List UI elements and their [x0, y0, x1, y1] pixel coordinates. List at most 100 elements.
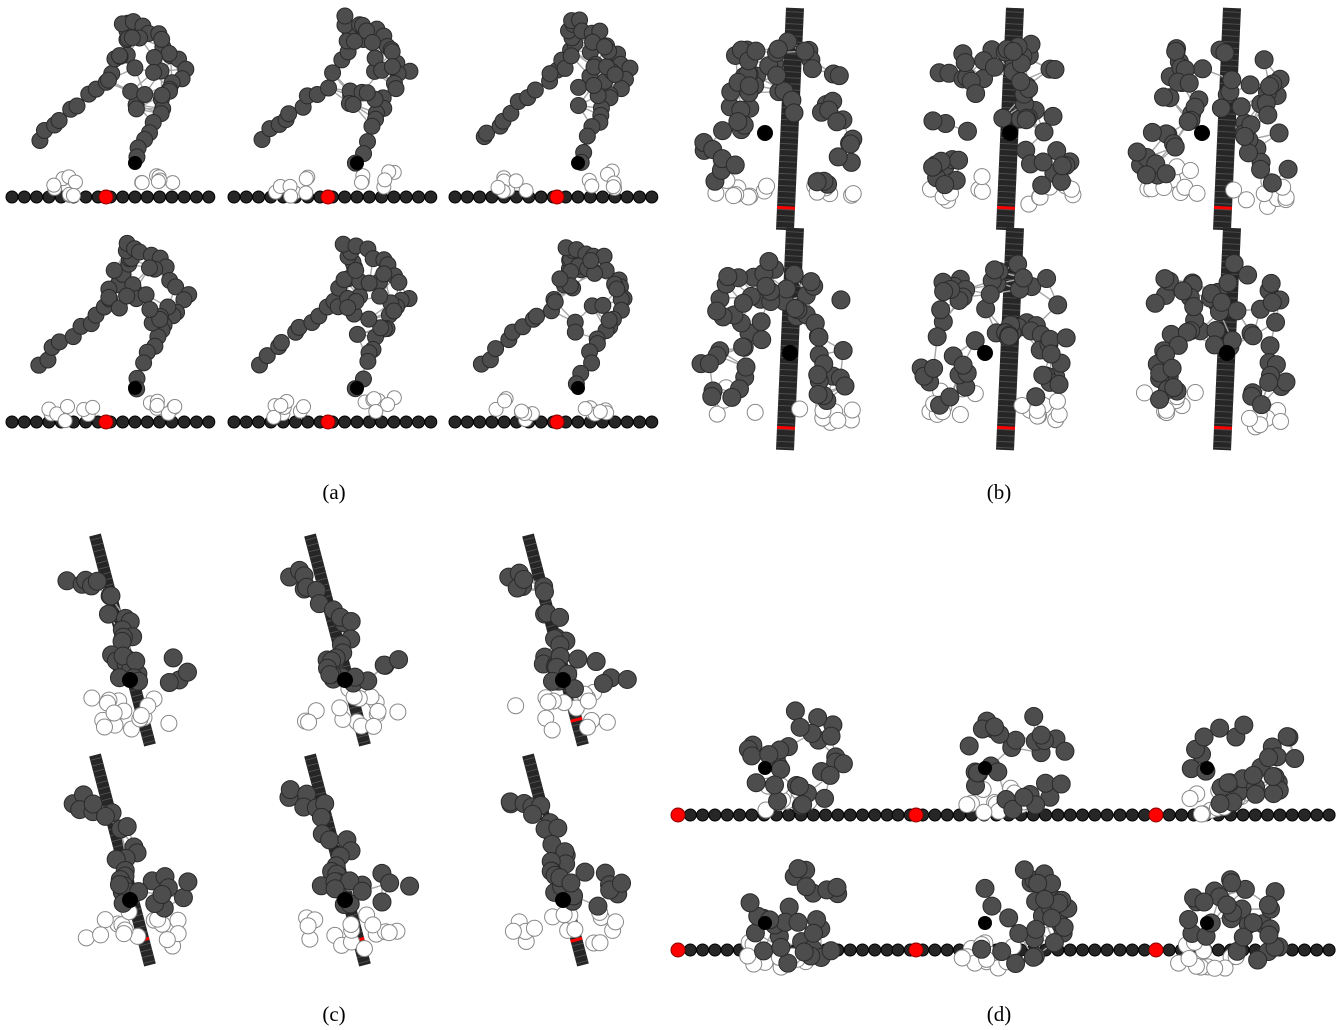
protein-bead — [965, 331, 985, 351]
dna-bead — [399, 415, 413, 429]
protein-bead — [341, 611, 361, 631]
protein-bead — [923, 157, 943, 177]
snapshot-d — [670, 859, 894, 976]
dna-bead — [17, 415, 31, 429]
dna-bead — [350, 415, 364, 429]
protein-bead — [740, 893, 760, 913]
black-bead — [758, 761, 772, 775]
dna-groove — [309, 554, 322, 559]
protein-bead — [1243, 326, 1263, 346]
protein-bead — [568, 649, 588, 669]
protein-bead — [707, 301, 727, 321]
protein-bead — [325, 879, 345, 899]
protein-bead — [746, 773, 766, 793]
protein-bead — [617, 669, 637, 689]
protein-bead — [778, 953, 798, 973]
protein-bead — [371, 287, 389, 305]
protein-bead — [993, 108, 1013, 128]
snapshot-b — [694, 7, 863, 231]
white-bead — [296, 399, 312, 415]
dna-groove — [309, 774, 322, 779]
dna-groove — [140, 728, 153, 733]
dna-groove — [777, 417, 796, 419]
protein-bead — [541, 65, 559, 83]
dna-bead — [940, 808, 954, 822]
protein-bead — [345, 32, 363, 50]
dna-bead — [645, 415, 659, 429]
protein-bead — [718, 267, 738, 287]
dna-bead — [596, 190, 610, 204]
snapshot-b — [921, 7, 1082, 231]
dna-bead — [128, 415, 142, 429]
dna-bead — [868, 943, 882, 957]
dna-groove — [999, 381, 1018, 383]
dna-groove — [776, 214, 795, 217]
protein-bead — [1014, 787, 1034, 807]
white-bead — [508, 173, 524, 189]
white-bead — [1225, 181, 1243, 199]
dna-bead — [880, 808, 894, 822]
dna-groove — [1222, 23, 1241, 25]
dna-bead — [891, 943, 905, 957]
protein-bead — [827, 112, 847, 132]
protein-bead — [1024, 707, 1044, 727]
dna-groove — [996, 434, 1015, 437]
protein-bead — [1285, 749, 1305, 769]
protein-bead — [840, 134, 860, 154]
dna-groove — [1216, 143, 1235, 145]
protein-bead — [949, 150, 969, 170]
dna-groove — [776, 428, 795, 431]
protein-bead — [1142, 122, 1162, 142]
protein-bead — [383, 43, 401, 61]
dna-groove — [997, 411, 1016, 413]
protein-bead — [777, 279, 797, 299]
dna-groove — [576, 740, 589, 744]
protein-bead — [802, 59, 822, 79]
protein-bead — [699, 354, 719, 374]
dna-bead — [1285, 808, 1299, 822]
dna-groove — [143, 740, 156, 744]
protein-bead — [733, 293, 753, 313]
protein-bead — [1013, 268, 1033, 288]
dna-bead — [1051, 808, 1065, 822]
dna-marker — [1213, 425, 1233, 430]
protein-bead — [141, 300, 159, 318]
dna-groove — [1213, 434, 1232, 437]
dna-groove — [1213, 214, 1232, 217]
protein-bead — [796, 877, 816, 897]
protein-bead — [594, 296, 612, 314]
protein-bead — [935, 175, 955, 195]
dna-bead — [202, 190, 216, 204]
dna-marker — [570, 716, 583, 723]
protein-bead — [177, 662, 197, 682]
dna-bead — [1298, 808, 1311, 822]
dna-groove — [1005, 23, 1024, 25]
white-bead — [1240, 409, 1258, 427]
white-bead — [958, 796, 976, 814]
dna-groove — [1222, 237, 1241, 239]
protein-bead — [566, 323, 584, 341]
white-bead — [973, 182, 991, 200]
protein-bead — [1224, 254, 1244, 274]
black-bead — [1219, 345, 1235, 361]
dna-bead — [140, 415, 154, 429]
protein-bead — [123, 29, 141, 47]
dna-bead — [1100, 808, 1114, 822]
white-bead — [380, 924, 398, 942]
dna-bead — [1248, 808, 1262, 822]
protein-bead — [1269, 123, 1289, 143]
dna-groove — [112, 844, 125, 848]
dna-groove — [111, 838, 124, 843]
dna-bead — [165, 190, 179, 204]
protein-bead — [136, 85, 154, 103]
dna-groove — [997, 405, 1016, 407]
dna-groove — [90, 756, 102, 761]
black-bead — [337, 672, 353, 688]
protein-bead — [831, 290, 851, 310]
protein-bead — [1260, 336, 1280, 356]
protein-bead — [1235, 126, 1255, 146]
dna-bead — [17, 190, 31, 204]
dna-groove — [777, 422, 796, 425]
dna-groove — [532, 791, 545, 796]
protein-bead — [985, 717, 1005, 737]
